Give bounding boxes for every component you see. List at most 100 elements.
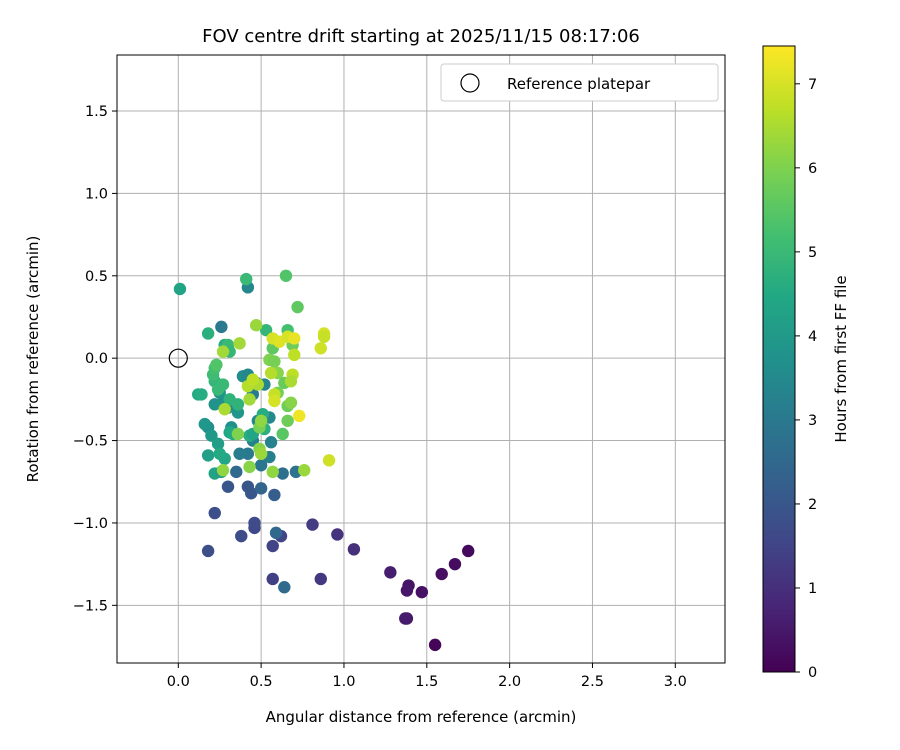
scatter-point [268, 394, 281, 408]
scatter-point [210, 358, 223, 371]
y-axis-ticks: −1.5 −1.0 −0.5 0.0 0.5 1.0 1.5 [73, 104, 117, 614]
scatter-point [213, 447, 226, 460]
scatter-point [223, 393, 236, 406]
scatter-point [216, 345, 230, 358]
scatter-point [400, 584, 414, 597]
legend-label-reference-platepar: Reference platepar [507, 75, 651, 93]
reference-platepar-marker [168, 348, 188, 368]
scatter-point [201, 327, 215, 340]
scatter-point [428, 638, 442, 652]
scatter-point [249, 319, 263, 332]
data-points [173, 269, 475, 652]
y-tick-label: 0.0 [85, 351, 108, 367]
legend-box [440, 63, 719, 102]
scatter-point [201, 449, 215, 462]
scatter-point [399, 612, 412, 625]
plot-frame [116, 54, 726, 664]
x-tick-label: 0.0 [167, 674, 190, 690]
x-tick-label: 2.5 [581, 674, 604, 690]
scatter-point [279, 269, 293, 282]
colorbar: 0 1 2 3 4 5 6 7 Hours from first FF file [762, 45, 850, 681]
colorbar-tick-label: 5 [808, 245, 817, 261]
scatter-point [435, 567, 448, 581]
scatter-point [269, 526, 283, 540]
scatter-point [264, 436, 278, 449]
scatter-point [306, 518, 319, 531]
scatter-point [211, 437, 225, 451]
scatter-point [231, 427, 245, 441]
scatter-point [195, 388, 208, 401]
scatter-point [462, 544, 475, 558]
scatter-point [208, 506, 221, 520]
scatter-point [288, 332, 301, 345]
scatter-point [314, 572, 327, 586]
scatter-point [266, 572, 279, 586]
scatter-point [208, 398, 221, 411]
scatter-point [288, 348, 301, 362]
scatter-point [291, 300, 304, 314]
colorbar-tick-label: 1 [808, 581, 817, 597]
scatter-point [246, 373, 260, 386]
scatter-point [230, 465, 243, 479]
scatter-point [384, 566, 397, 579]
scatter-point [347, 543, 361, 556]
y-tick-label: 1.5 [85, 104, 108, 120]
scatter-point [254, 459, 268, 472]
x-tick-label: 3.0 [664, 674, 687, 690]
scatter-point [317, 330, 331, 343]
scatter-point [266, 465, 279, 479]
scatter-point [254, 482, 268, 495]
scatter-point [415, 585, 429, 599]
colorbar-gradient [762, 45, 796, 673]
scatter-point [248, 516, 261, 530]
scatter-point [268, 488, 281, 502]
x-axis-label: Angular distance from reference (arcmin) [266, 708, 577, 726]
scatter-point [293, 409, 306, 423]
scatter-point [254, 447, 268, 460]
scatter-point [240, 272, 253, 286]
scatter-point [281, 414, 294, 427]
scatter-point [243, 460, 256, 474]
grid-lines [117, 55, 725, 663]
colorbar-tick-label: 2 [808, 497, 817, 513]
scatter-point [266, 539, 279, 553]
colorbar-tick-label: 0 [808, 665, 817, 681]
x-tick-label: 1.5 [415, 674, 438, 690]
scatter-point [284, 375, 298, 388]
x-tick-label: 0.5 [250, 674, 273, 690]
scatter-point [221, 480, 235, 493]
scatter-point [173, 282, 187, 296]
colorbar-tick-label: 3 [808, 413, 817, 429]
scatter-point [298, 464, 311, 477]
x-axis-ticks: 0.0 0.5 1.0 1.5 2.0 2.5 3.0 [167, 663, 687, 690]
scatter-point [259, 323, 273, 337]
scatter-point [331, 528, 344, 541]
scatter-point [276, 427, 289, 441]
y-tick-label: 1.0 [85, 186, 108, 202]
y-tick-label: −1.0 [73, 516, 108, 532]
scatter-point [276, 467, 289, 480]
x-tick-label: 1.0 [332, 674, 355, 690]
colorbar-tick-label: 7 [808, 77, 817, 93]
scatter-point [216, 464, 230, 477]
colorbar-tick-label: 4 [808, 329, 817, 345]
legend-marker [460, 73, 480, 93]
scatter-point [264, 366, 278, 380]
scatter-point [448, 557, 462, 571]
colorbar-ticks: 0 1 2 3 4 5 6 7 [795, 77, 817, 681]
legend: Reference platepar [440, 63, 719, 102]
scatter-point [233, 337, 246, 350]
x-tick-label: 2.0 [498, 674, 521, 690]
scatter-point [278, 581, 291, 594]
scatter-point [322, 454, 336, 467]
scatter-point [218, 403, 231, 416]
scatter-point [241, 480, 255, 493]
scatter-point [284, 396, 298, 409]
scatter-point [215, 320, 228, 334]
y-tick-label: 0.5 [85, 269, 108, 285]
scatter-point [201, 544, 215, 558]
scatter-point [268, 355, 281, 368]
y-tick-label: −1.5 [73, 598, 108, 614]
scatter-point [254, 414, 268, 427]
